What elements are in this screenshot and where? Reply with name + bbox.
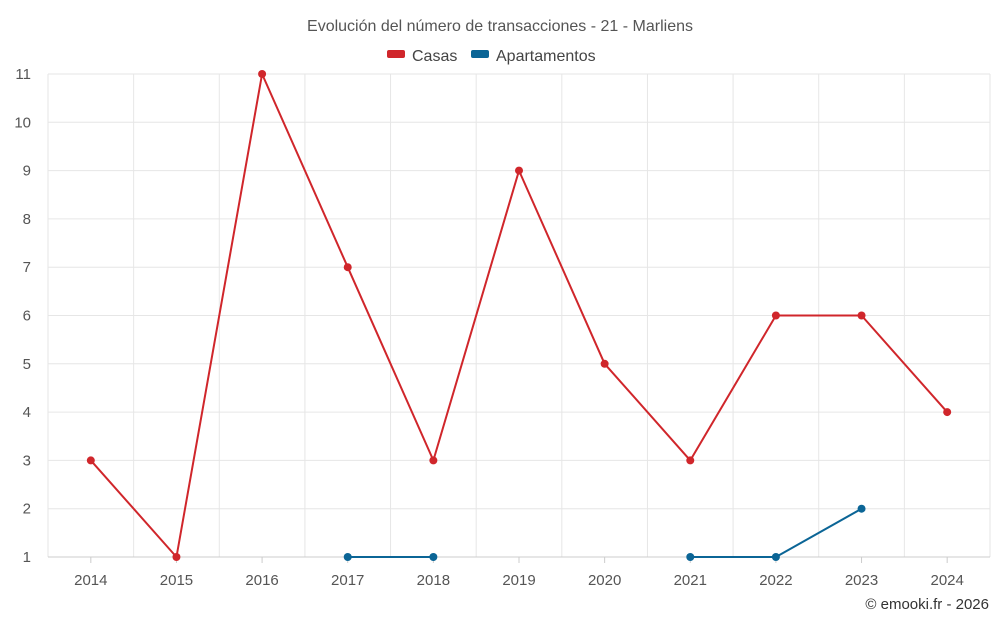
y-tick-label: 7 — [23, 259, 31, 276]
data-point-apartamentos[interactable] — [429, 553, 438, 561]
x-axis-ticks: 2014 2015 2016 2017 2018 2019 2020 2021 2022 2023… — [74, 557, 964, 589]
data-point-casas[interactable] — [771, 311, 780, 320]
legend-swatch-apartamentos — [471, 50, 489, 58]
y-tick-label: 6 — [23, 308, 31, 325]
data-point-casas[interactable] — [686, 456, 695, 465]
data-point-apartamentos[interactable] — [857, 504, 866, 513]
x-tick-label: 2021 — [674, 572, 707, 589]
y-tick-label: 9 — [23, 163, 31, 180]
y-tick-label: 1 — [23, 549, 31, 566]
data-point-apartamentos[interactable] — [771, 553, 780, 561]
x-tick-label: 2020 — [588, 572, 621, 589]
x-tick-label: 2024 — [930, 572, 963, 589]
data-point-casas[interactable] — [600, 359, 609, 368]
data-point-casas[interactable] — [343, 263, 352, 272]
chart-title: Evolución del número de transacciones - … — [307, 18, 693, 35]
data-point-casas[interactable] — [172, 553, 181, 561]
x-tick-label: 2022 — [759, 572, 792, 589]
legend-swatch-casas — [387, 50, 405, 58]
y-axis-ticks: 1 2 3 4 5 6 7 8 9 10 11 — [14, 66, 31, 566]
legend-item-apartamentos[interactable]: Apartamentos — [471, 48, 596, 65]
x-tick-label: 2016 — [245, 572, 278, 589]
x-tick-label: 2017 — [331, 572, 364, 589]
data-point-apartamentos[interactable] — [343, 553, 352, 561]
credit-text: © emooki.fr - 2026 — [865, 596, 989, 613]
data-point-casas[interactable] — [857, 311, 866, 320]
legend-label-casas: Casas — [412, 48, 457, 65]
legend: Casas Apartamentos — [387, 48, 596, 65]
series-points — [86, 70, 952, 561]
y-tick-label: 4 — [23, 404, 31, 421]
y-tick-label: 10 — [14, 114, 31, 131]
y-tick-label: 2 — [23, 501, 31, 518]
y-tick-label: 3 — [23, 452, 31, 469]
data-point-casas[interactable] — [258, 70, 267, 78]
x-tick-label: 2015 — [160, 572, 193, 589]
data-point-apartamentos[interactable] — [686, 553, 695, 561]
series-line-apartamentos — [690, 507, 863, 558]
y-tick-label: 11 — [15, 66, 31, 83]
data-point-casas[interactable] — [429, 456, 438, 465]
x-tick-label: 2018 — [417, 572, 450, 589]
data-point-casas[interactable] — [86, 456, 95, 465]
legend-item-casas[interactable]: Casas — [387, 48, 457, 65]
legend-label-apartamentos: Apartamentos — [496, 48, 596, 65]
data-point-casas[interactable] — [515, 166, 523, 175]
y-tick-label: 8 — [23, 211, 31, 228]
x-tick-label: 2014 — [74, 572, 107, 589]
x-tick-label: 2023 — [845, 572, 878, 589]
x-tick-label: 2019 — [502, 572, 535, 589]
data-point-casas[interactable] — [943, 408, 952, 417]
y-tick-label: 5 — [23, 356, 31, 373]
